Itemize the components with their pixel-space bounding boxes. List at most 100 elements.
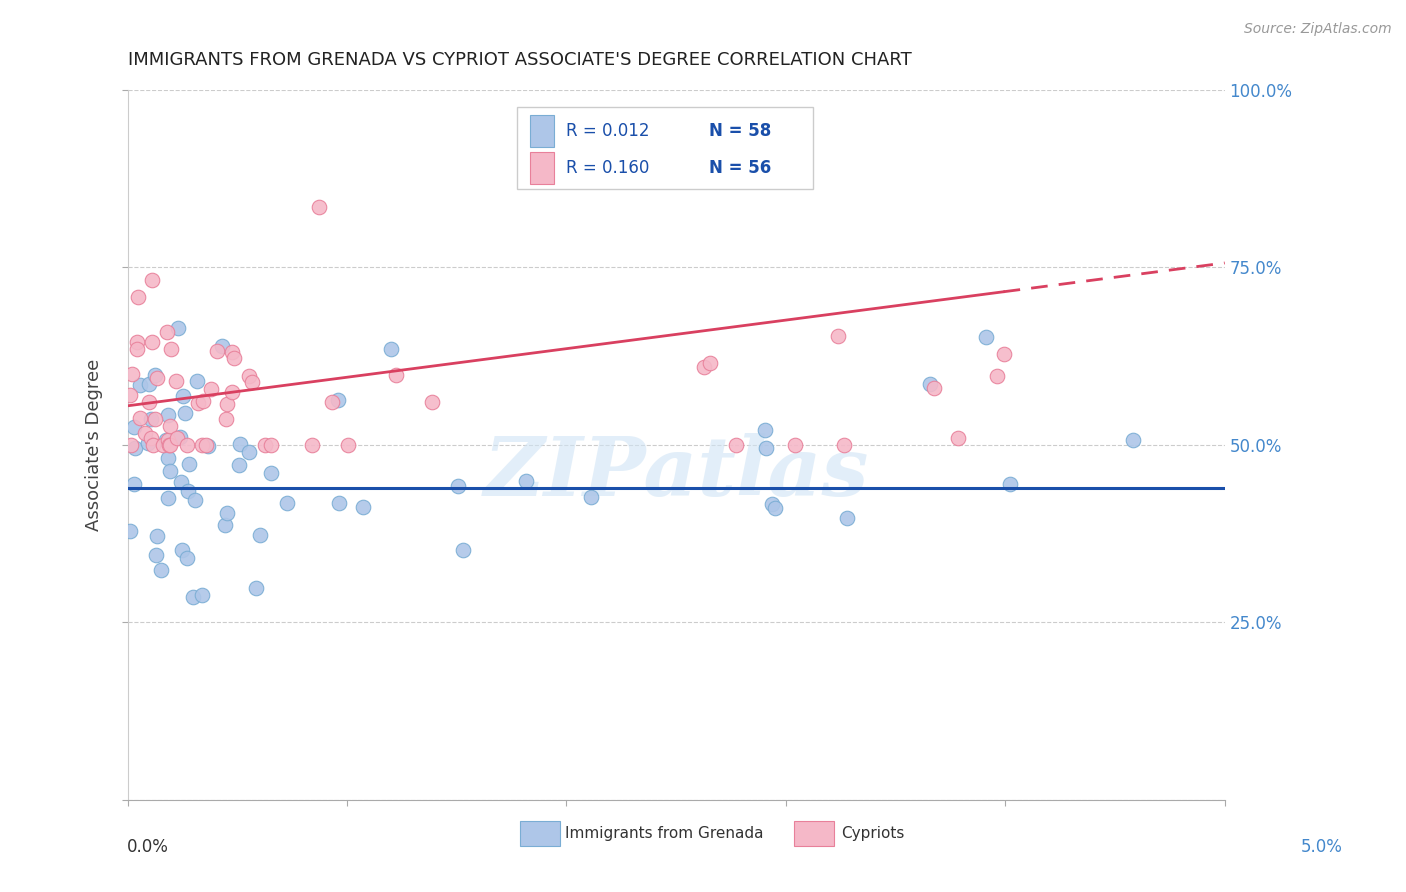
Point: [145, 371, 167, 385]
Point: [763, 500, 786, 515]
Point: [211, 339, 233, 353]
Point: [725, 438, 748, 452]
Point: [260, 438, 283, 452]
Point: [221, 344, 243, 359]
Point: [835, 511, 858, 525]
Text: ZIPatlas: ZIPatlas: [484, 434, 869, 513]
Point: [186, 374, 208, 388]
Point: [693, 359, 716, 374]
Point: [141, 273, 163, 287]
Point: [993, 347, 1015, 361]
Point: [187, 395, 209, 409]
Point: [380, 342, 402, 356]
Point: [143, 368, 166, 383]
Point: [127, 342, 149, 356]
Point: [253, 438, 276, 452]
Point: [1122, 434, 1144, 448]
Point: [447, 479, 470, 493]
Point: [172, 389, 194, 403]
Point: [141, 334, 163, 349]
Point: [217, 506, 239, 520]
Point: [195, 438, 218, 452]
Point: [205, 344, 228, 359]
Point: [190, 438, 212, 452]
Point: [328, 496, 350, 510]
Point: [146, 529, 169, 543]
Point: [986, 369, 1008, 384]
Text: Source: ZipAtlas.com: Source: ZipAtlas.com: [1244, 22, 1392, 37]
Point: [152, 438, 174, 452]
Point: [170, 543, 193, 558]
Point: [214, 517, 236, 532]
Point: [229, 437, 252, 451]
Point: [155, 434, 177, 448]
Text: R = 0.160: R = 0.160: [567, 159, 650, 177]
Point: [177, 457, 200, 471]
Point: [385, 368, 408, 382]
Text: 5.0%: 5.0%: [1301, 838, 1343, 856]
Point: [127, 290, 149, 304]
Point: [827, 329, 849, 343]
Point: [138, 377, 160, 392]
Point: [134, 425, 156, 440]
Point: [308, 200, 330, 214]
Point: [143, 412, 166, 426]
Point: [121, 367, 143, 381]
Point: [159, 438, 181, 452]
Point: [221, 385, 243, 400]
Y-axis label: Associate's Degree: Associate's Degree: [86, 359, 103, 531]
Point: [998, 477, 1021, 491]
Point: [245, 581, 267, 595]
Point: [142, 438, 165, 452]
Point: [138, 395, 160, 409]
Point: [157, 450, 180, 465]
Point: [238, 368, 260, 383]
Point: [228, 458, 250, 472]
Text: Cypriots: Cypriots: [841, 826, 904, 840]
Point: [156, 491, 179, 505]
Point: [157, 433, 180, 447]
Point: [451, 543, 474, 558]
Point: [193, 393, 215, 408]
Point: [159, 419, 181, 434]
Point: [160, 342, 183, 356]
Point: [124, 442, 146, 456]
Point: [326, 392, 349, 407]
Point: [918, 377, 941, 392]
Point: [922, 381, 945, 395]
Point: [754, 423, 776, 437]
Text: N = 56: N = 56: [709, 159, 772, 177]
Point: [122, 476, 145, 491]
FancyBboxPatch shape: [530, 152, 554, 184]
Point: [215, 411, 238, 425]
Point: [167, 320, 190, 334]
Point: [129, 377, 152, 392]
Point: [276, 496, 298, 510]
Point: [125, 335, 148, 350]
Point: [197, 438, 219, 452]
Point: [420, 395, 443, 409]
Point: [169, 475, 191, 490]
Point: [136, 435, 159, 450]
Point: [191, 588, 214, 602]
Point: [149, 563, 172, 577]
Point: [118, 524, 141, 538]
Point: [761, 497, 783, 511]
Point: [177, 483, 200, 498]
Point: [181, 590, 204, 604]
Point: [159, 464, 181, 478]
Point: [222, 351, 245, 365]
Point: [755, 441, 778, 455]
Point: [249, 527, 271, 541]
Point: [169, 430, 191, 444]
Point: [515, 474, 537, 488]
Text: 0.0%: 0.0%: [127, 838, 169, 856]
Point: [321, 394, 343, 409]
Point: [259, 467, 281, 481]
Point: [974, 330, 997, 344]
Point: [699, 356, 721, 370]
Point: [337, 438, 360, 452]
Point: [166, 431, 188, 445]
Point: [157, 409, 180, 423]
Point: [176, 550, 198, 565]
